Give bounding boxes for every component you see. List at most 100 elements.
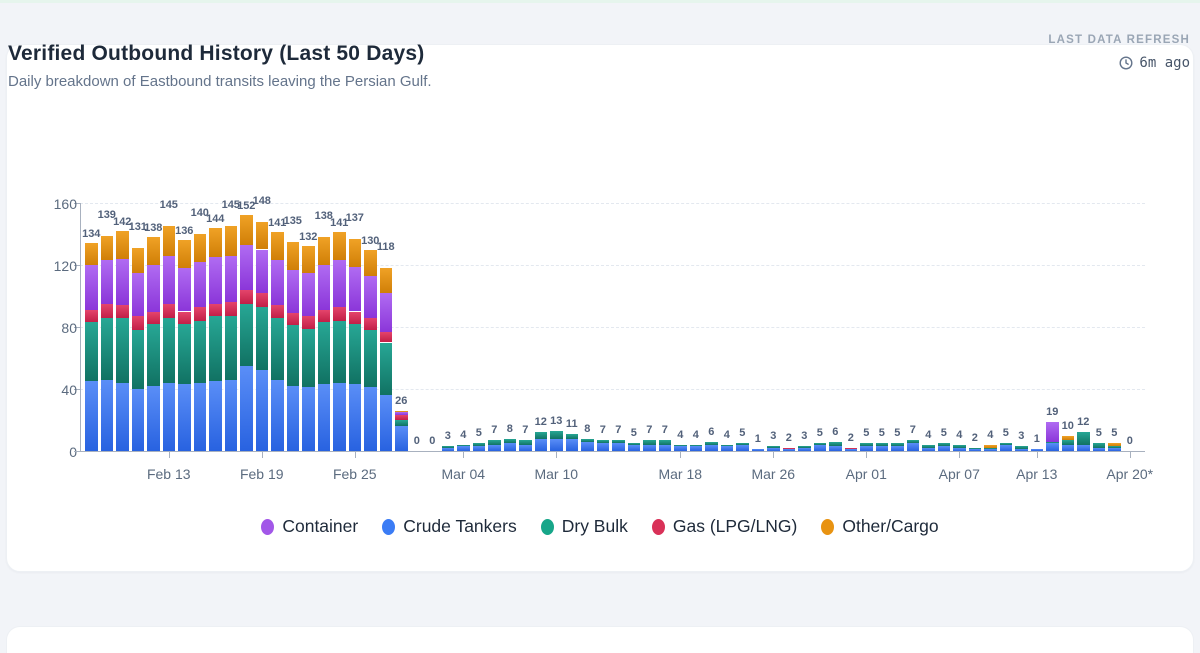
bar-segment-dry-bulk[interactable] [1061,440,1074,445]
bar-segment-dry-bulk[interactable] [209,316,222,382]
bar-segment-crude-tankers[interactable] [255,370,268,451]
bar-segment-dry-bulk[interactable] [1015,446,1028,450]
bar-segment-crude-tankers[interactable] [85,381,98,451]
bar-segment-dry-bulk[interactable] [472,443,485,447]
bar-segment-other-cargo[interactable] [395,410,408,413]
bar-segment-crude-tankers[interactable] [891,446,904,451]
legend-item-other-cargo[interactable]: Other/Cargo [821,516,939,537]
legend-item-container[interactable]: Container [261,516,358,537]
bar-segment-crude-tankers[interactable] [1030,449,1043,451]
bar-segment-dry-bulk[interactable] [317,322,330,385]
bar-segment-crude-tankers[interactable] [581,441,594,451]
bar-segment-container[interactable] [271,260,284,306]
bar-segment-crude-tankers[interactable] [519,444,532,451]
bar-segment-container[interactable] [255,249,268,293]
bar-segment-dry-bulk[interactable] [1077,432,1090,445]
bar-segment-container[interactable] [333,260,346,307]
bar-segment-other-cargo[interactable] [271,232,284,261]
bar-segment-crude-tankers[interactable] [503,443,516,451]
bar-segment-crude-tankers[interactable] [286,385,299,451]
bar-segment-crude-tankers[interactable] [147,385,160,451]
bar-segment-dry-bulk[interactable] [1046,441,1059,444]
bar-segment-crude-tankers[interactable] [705,444,718,451]
bar-segment-crude-tankers[interactable] [162,382,175,451]
bar-segment-container[interactable] [100,260,113,304]
bar-segment-dry-bulk[interactable] [875,443,888,447]
bar-segment-gas-lpg-lng[interactable] [178,311,191,324]
bar-segment-dry-bulk[interactable] [674,444,687,447]
bar-segment-dry-bulk[interactable] [891,443,904,447]
bar-segment-gas-lpg-lng[interactable] [116,305,129,318]
bar-segment-dry-bulk[interactable] [720,444,733,447]
bar-segment-other-cargo[interactable] [333,232,346,261]
bar-segment-crude-tankers[interactable] [209,381,222,451]
bar-segment-other-cargo[interactable] [131,247,144,273]
bar-segment-dry-bulk[interactable] [813,443,826,445]
bar-segment-gas-lpg-lng[interactable] [224,302,237,317]
bar-segment-other-cargo[interactable] [1061,435,1074,441]
bar-segment-gas-lpg-lng[interactable] [395,415,408,420]
bar-segment-crude-tankers[interactable] [736,444,749,451]
bar-segment-container[interactable] [209,257,222,304]
bar-segment-gas-lpg-lng[interactable] [348,311,361,324]
bar-segment-dry-bulk[interactable] [922,444,935,448]
bar-segment-dry-bulk[interactable] [596,440,609,444]
bar-segment-container[interactable] [162,255,175,304]
bar-segment-other-cargo[interactable] [240,215,253,245]
bar-segment-dry-bulk[interactable] [503,438,516,444]
bar-segment-gas-lpg-lng[interactable] [302,316,315,329]
bar-segment-crude-tankers[interactable] [317,384,330,451]
bar-segment-gas-lpg-lng[interactable] [85,309,98,323]
bar-segment-crude-tankers[interactable] [612,443,625,451]
bar-segment-crude-tankers[interactable] [658,444,671,451]
bar-segment-gas-lpg-lng[interactable] [162,303,175,318]
bar-segment-crude-tankers[interactable] [302,387,315,451]
bar-segment-crude-tankers[interactable] [860,446,873,451]
bar-segment-crude-tankers[interactable] [1015,449,1028,451]
bar-segment-dry-bulk[interactable] [255,306,268,371]
bar-segment-crude-tankers[interactable] [348,384,361,451]
bar-segment-crude-tankers[interactable] [782,449,795,451]
bar-segment-crude-tankers[interactable] [224,379,237,451]
bar-segment-crude-tankers[interactable] [813,444,826,451]
bar-segment-dry-bulk[interactable] [968,447,981,450]
bar-segment-gas-lpg-lng[interactable] [100,303,113,318]
bar-segment-crude-tankers[interactable] [767,447,780,451]
bar-segment-crude-tankers[interactable] [829,446,842,451]
bar-segment-crude-tankers[interactable] [271,379,284,451]
bar-segment-crude-tankers[interactable] [953,447,966,451]
bar-segment-dry-bulk[interactable] [100,317,113,380]
bar-segment-dry-bulk[interactable] [271,317,284,380]
bar-segment-container[interactable] [364,275,377,318]
bar-segment-crude-tankers[interactable] [751,449,764,451]
bar-segment-crude-tankers[interactable] [1077,444,1090,451]
bar-segment-container[interactable] [131,272,144,317]
bar-segment-crude-tankers[interactable] [1108,447,1121,451]
bar-segment-other-cargo[interactable] [317,237,330,265]
bar-segment-other-cargo[interactable] [209,227,222,258]
bar-segment-gas-lpg-lng[interactable] [240,289,253,304]
bar-segment-dry-bulk[interactable] [193,320,206,383]
bar-segment-gas-lpg-lng[interactable] [271,305,284,318]
bar-segment-dry-bulk[interactable] [829,441,842,447]
bar-segment-gas-lpg-lng[interactable] [379,331,392,343]
bar-segment-dry-bulk[interactable] [441,446,454,448]
bar-segment-dry-bulk[interactable] [689,444,702,447]
bar-segment-crude-tankers[interactable] [984,449,997,451]
bar-segment-dry-bulk[interactable] [953,444,966,448]
bar-segment-crude-tankers[interactable] [596,443,609,451]
bar-segment-dry-bulk[interactable] [705,441,718,445]
bar-segment-dry-bulk[interactable] [348,323,361,385]
bar-segment-container[interactable] [1046,421,1059,442]
legend-item-gas-lpg-lng[interactable]: Gas (LPG/LNG) [651,516,797,537]
bar-segment-dry-bulk[interactable] [457,444,470,447]
bar-segment-other-cargo[interactable] [100,235,113,261]
bar-segment-dry-bulk[interactable] [1108,446,1121,448]
bar-segment-crude-tankers[interactable] [968,449,981,451]
bar-segment-crude-tankers[interactable] [193,382,206,451]
bar-segment-dry-bulk[interactable] [302,328,315,388]
bar-segment-dry-bulk[interactable] [162,317,175,383]
bar-segment-dry-bulk[interactable] [224,316,237,380]
bar-segment-other-cargo[interactable] [116,230,129,259]
bar-segment-dry-bulk[interactable] [488,440,501,445]
